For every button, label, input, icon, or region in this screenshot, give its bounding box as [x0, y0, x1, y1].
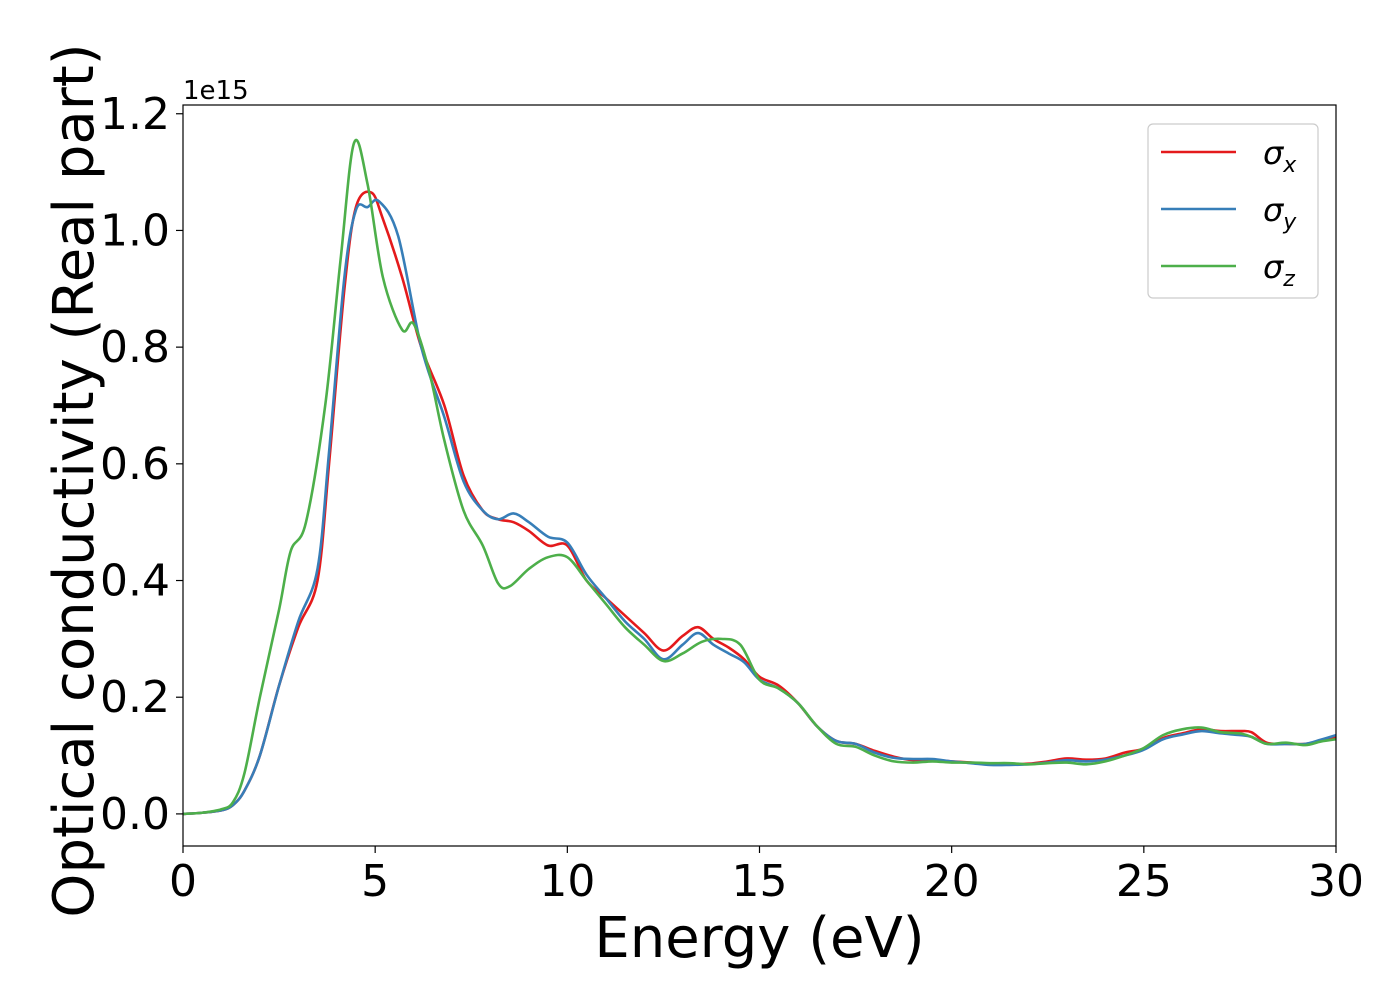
y-tick-label: 1.0: [100, 205, 170, 256]
legend-subscript: z: [1282, 267, 1295, 292]
y-tick-label: 1.2: [100, 89, 170, 140]
legend-symbol: σ: [1263, 191, 1285, 229]
y-tick-label: 0.0: [100, 789, 170, 840]
x-tick-label: 10: [539, 856, 595, 907]
legend-subscript: x: [1282, 153, 1297, 178]
y-tick-label: 0.4: [100, 556, 170, 607]
legend-subscript: y: [1282, 210, 1297, 235]
legend-symbol: σ: [1263, 248, 1285, 286]
y-axis-title: Optical conductivity (Real part): [42, 43, 107, 917]
legend-symbol: σ: [1263, 134, 1285, 172]
plot-lines: [182, 138, 1337, 816]
x-tick-label: 15: [732, 856, 788, 907]
x-tick-label: 5: [361, 856, 389, 907]
y-axis-offset-label: 1e15: [183, 76, 249, 106]
y-tick-label: 0.2: [100, 672, 170, 723]
x-axis-ticks: 0 5 10 15 20 25 30: [169, 846, 1364, 907]
y-tick-label: 0.6: [100, 439, 170, 490]
x-tick-label: 25: [1116, 856, 1172, 907]
legend-label-x: σx: [1263, 134, 1297, 178]
x-axis-title: Energy (eV): [594, 906, 924, 971]
series-line-z: [182, 138, 1337, 816]
x-tick-label: 30: [1308, 856, 1364, 907]
legend-label-y: σy: [1263, 191, 1297, 235]
x-tick-label: 0: [169, 856, 197, 907]
y-axis-ticks: 0.0 0.2 0.4 0.6 0.8 1.0 1.2: [100, 89, 183, 840]
legend-box: [1147, 123, 1319, 299]
legend-label-z: σz: [1263, 248, 1295, 292]
y-tick-label: 0.8: [100, 322, 170, 373]
x-tick-label: 20: [924, 856, 980, 907]
series-line-y: [182, 198, 1337, 816]
